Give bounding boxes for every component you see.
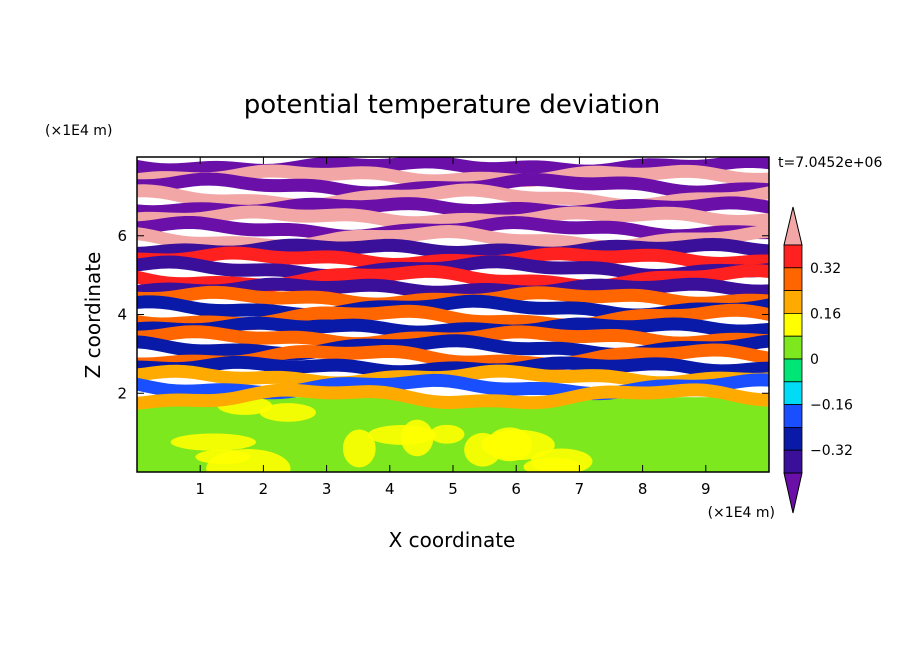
colorbar-box (783, 404, 803, 428)
x-tick-label: 1 (195, 480, 205, 498)
y-tick-label: 6 (117, 227, 127, 245)
field-contours (137, 157, 769, 472)
field-band (137, 246, 769, 271)
colorbar-extend-top (783, 206, 803, 246)
colorbar-box (783, 290, 803, 314)
field-band (137, 383, 769, 410)
colorbar-box (783, 335, 803, 360)
x-tick-label: 9 (701, 480, 711, 498)
x-axis-label: X coordinate (389, 528, 516, 552)
x-tick-label: 4 (385, 480, 395, 498)
x-tick-label: 8 (638, 480, 648, 498)
field-band (137, 205, 769, 230)
colorbar-extend-bottom (783, 472, 803, 514)
field-band (137, 164, 769, 188)
colorbar-label: 0 (810, 352, 819, 368)
field-band (137, 343, 769, 371)
colorbar-box (783, 358, 803, 383)
colorbar-label: 0.16 (810, 306, 841, 322)
x-tick-label: 6 (511, 480, 521, 498)
colorbar-box (783, 312, 803, 337)
x-ticks: 1 2 3 4 5 6 7 8 9 (195, 157, 711, 498)
plot-area: 1 2 3 4 5 6 7 8 9 2 4 6 (117, 156, 770, 498)
field-band (137, 237, 769, 260)
field-band (137, 316, 769, 339)
x-tick-label: 3 (322, 480, 332, 498)
lower-patch (429, 424, 465, 444)
y-tick-label: 4 (117, 306, 127, 324)
lower-patch (259, 403, 316, 422)
lower-patch (367, 425, 437, 445)
colorbar-box (783, 449, 803, 474)
colorbar-box (783, 244, 803, 269)
x-tick-label: 7 (575, 480, 585, 498)
y-axis-label: Z coordinate (81, 252, 105, 379)
colorbar-label: −0.16 (810, 398, 853, 414)
y-unit-label: (×1E4 m) (45, 123, 112, 139)
field-band (137, 277, 769, 299)
colorbar-box (783, 381, 803, 405)
x-unit-label: (×1E4 m) (708, 505, 775, 521)
colorbar: 0.32 0.16 0 −0.16 −0.32 (783, 206, 853, 514)
lower-patch (195, 449, 251, 465)
y-ticks: 2 4 6 (117, 227, 769, 402)
time-label: t=7.0452e+06 (778, 155, 882, 171)
colorbar-label: −0.32 (810, 443, 853, 459)
y-tick-label: 2 (117, 384, 127, 402)
x-tick-label: 2 (259, 480, 269, 498)
colorbar-box (783, 267, 803, 291)
lower-patch (481, 429, 555, 461)
lower-patch (342, 429, 376, 468)
lower-patch (170, 433, 256, 451)
colorbar-box (783, 426, 803, 451)
x-tick-label: 5 (448, 480, 458, 498)
chart-title: potential temperature deviation (244, 90, 660, 120)
colorbar-label: 0.32 (810, 261, 841, 277)
